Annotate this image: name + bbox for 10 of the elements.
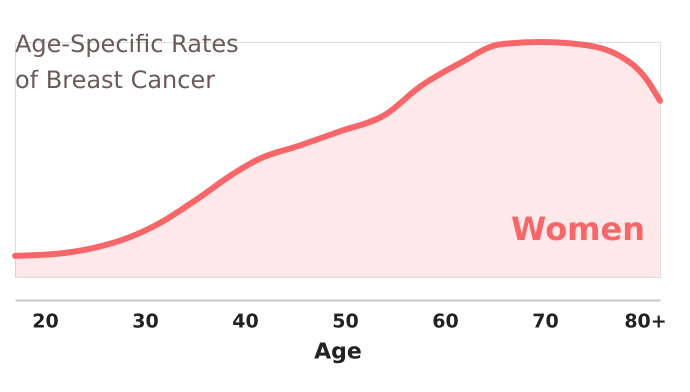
x-tick-label: 40 xyxy=(232,310,259,332)
x-tick-label: 50 xyxy=(332,310,359,332)
x-axis-title: Age xyxy=(314,340,362,364)
x-tick-label: 20 xyxy=(32,310,59,332)
x-tick-label: 70 xyxy=(532,310,559,332)
x-tick-label: 60 xyxy=(432,310,459,332)
chart-title: Age-Specific Rates of Breast Cancer xyxy=(15,30,239,94)
x-tick-label: 30 xyxy=(132,310,159,332)
series-label: Women xyxy=(511,210,645,248)
x-tick-label: 80+ xyxy=(624,310,667,332)
